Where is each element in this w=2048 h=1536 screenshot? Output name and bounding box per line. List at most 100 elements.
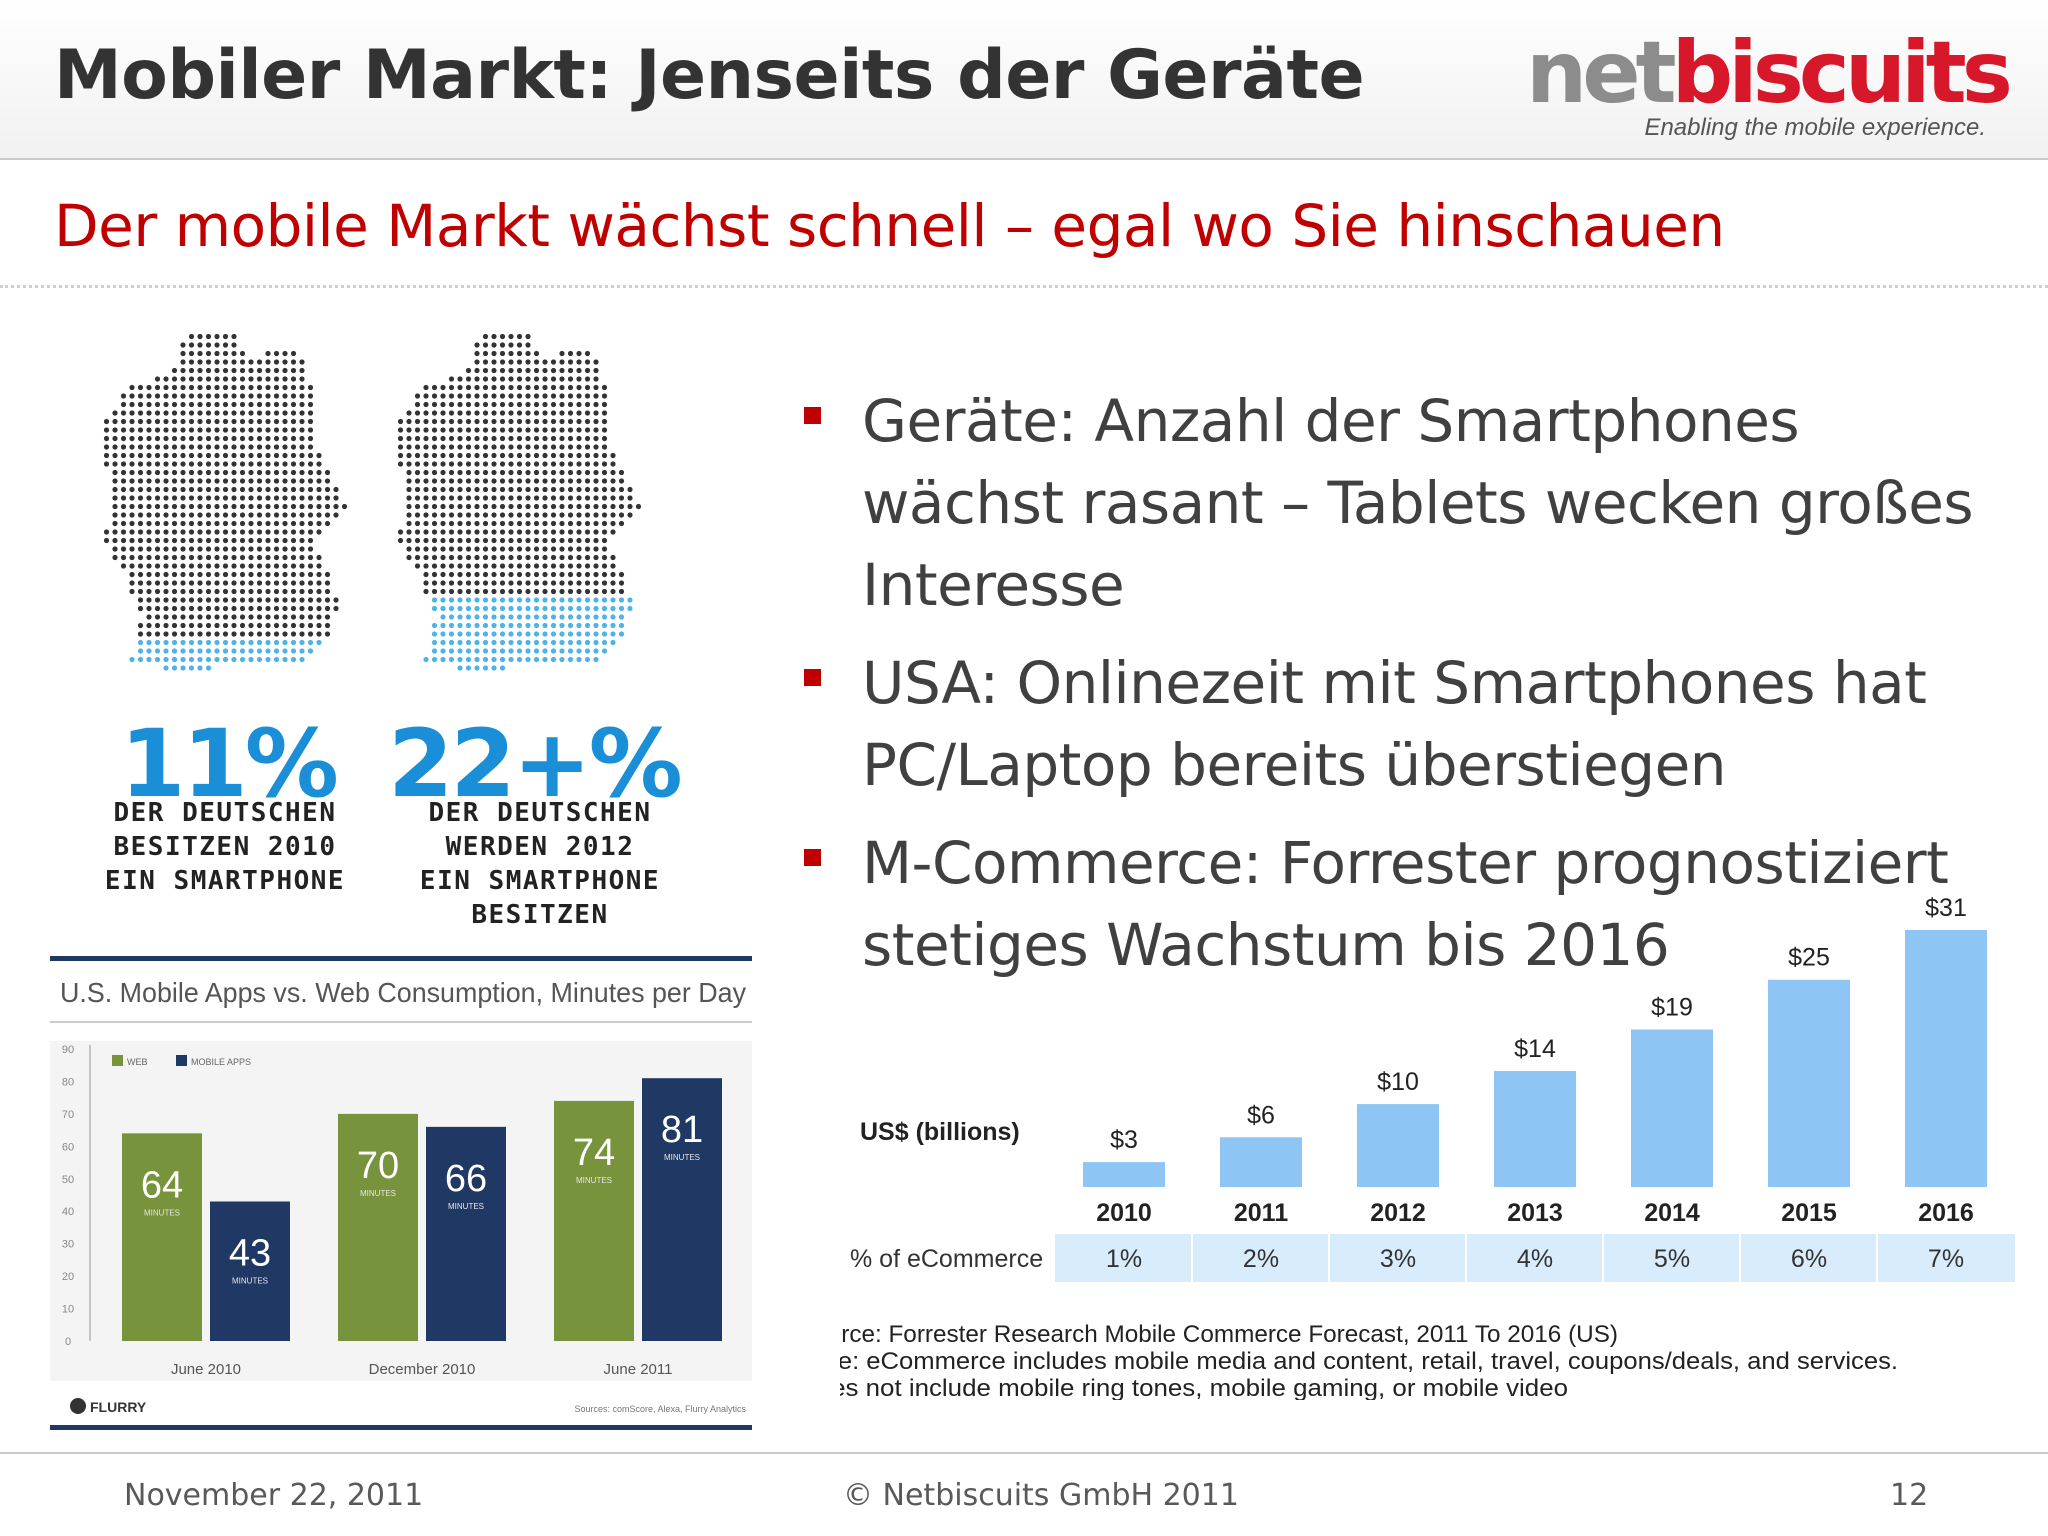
map-dot [406, 410, 412, 416]
map-dot [120, 435, 127, 442]
map-dot [516, 469, 523, 476]
map-dot [431, 478, 438, 484]
map-dot [593, 648, 599, 654]
map-dot [239, 571, 246, 578]
map-dot [197, 503, 203, 510]
map-dot [265, 495, 271, 501]
map-dot [499, 571, 506, 578]
map-dot [593, 503, 599, 510]
map-dot [222, 554, 229, 561]
map-dot [282, 529, 288, 535]
map-dot [265, 410, 271, 416]
map-dot [593, 580, 599, 586]
map-dot [559, 622, 565, 629]
map-dot [299, 580, 305, 586]
map-dot [180, 376, 186, 382]
map-dot [239, 376, 246, 382]
map-dot [516, 512, 523, 518]
map-dot [431, 580, 438, 586]
map-dot [333, 503, 339, 510]
slide-title: Mobiler Markt: Jenseits der Geräte [54, 36, 1365, 115]
map-dot [222, 503, 229, 510]
map-dot [129, 571, 135, 578]
map-dot [397, 537, 404, 544]
map-dot [584, 588, 591, 595]
map-dot [231, 495, 237, 501]
map-dot [256, 537, 263, 544]
map-dot [618, 631, 625, 637]
flurry-minutes-chart: U.S. Mobile Apps vs. Web Consumption, Mi… [50, 956, 752, 1430]
map-dot [239, 622, 246, 629]
map-dot [440, 452, 446, 459]
map-dot [163, 622, 169, 629]
map-dot [440, 631, 446, 637]
bar-unit-label: MINUTES [448, 1202, 484, 1211]
map-dot [584, 350, 591, 357]
map-dot [163, 639, 169, 646]
map-dot [576, 580, 582, 586]
map-dot [239, 554, 246, 561]
map-dot [205, 350, 212, 357]
map-dot [627, 486, 633, 493]
map-dot [154, 486, 161, 493]
map-dot [474, 461, 480, 467]
map-dot [137, 546, 144, 552]
map-dot [474, 342, 480, 348]
map-dot [457, 469, 463, 476]
map-dot [482, 597, 489, 603]
map-dot [559, 435, 565, 442]
map-dot [508, 401, 514, 408]
map-dot [491, 384, 497, 391]
map-dot [584, 554, 591, 561]
map-dot [474, 478, 480, 484]
map-dot [120, 529, 127, 535]
map-dot [525, 427, 531, 433]
map-dot [146, 503, 152, 510]
map-dot [265, 614, 271, 620]
map-dot [465, 393, 472, 399]
map-dot [299, 495, 305, 501]
map-dot [290, 571, 297, 578]
map-dot [550, 537, 557, 544]
map-dot [154, 393, 161, 399]
map-dot [282, 605, 288, 612]
map-dot [593, 520, 599, 527]
map-dot [205, 359, 212, 365]
map-dot [542, 452, 548, 459]
bullet-list: Geräte: Anzahl der Smartphones wächst ra… [800, 380, 2000, 1002]
map-dot [146, 486, 152, 493]
map-dot [163, 495, 169, 501]
map-dot [316, 614, 322, 620]
map-dot [171, 605, 178, 612]
map-dot [248, 401, 254, 408]
map-dot [222, 342, 229, 348]
bar [1220, 1137, 1302, 1187]
map-dot [282, 418, 288, 425]
map-dot [567, 656, 574, 663]
map-dot [231, 452, 237, 459]
map-dot [214, 656, 220, 663]
map-dot [188, 563, 195, 569]
map-dot [171, 622, 178, 629]
map-dot [474, 486, 480, 493]
map-dot [214, 648, 220, 654]
map-dot [559, 631, 565, 637]
map-dot [154, 495, 161, 501]
map-dot [516, 588, 523, 595]
map-dot [448, 478, 455, 484]
map-dot [188, 376, 195, 382]
map-dot [474, 537, 480, 544]
map-dot [282, 393, 288, 399]
map-dot [307, 478, 314, 484]
map-dot [448, 461, 455, 467]
map-dot [137, 461, 144, 467]
map-dot [499, 418, 506, 425]
map-dot [256, 597, 263, 603]
bar [1083, 1162, 1165, 1187]
map-dot [482, 418, 489, 425]
map-dot [307, 435, 314, 442]
map-dot [474, 384, 480, 391]
map-dot [525, 384, 531, 391]
map-dot [137, 418, 144, 425]
map-dot [273, 435, 280, 442]
